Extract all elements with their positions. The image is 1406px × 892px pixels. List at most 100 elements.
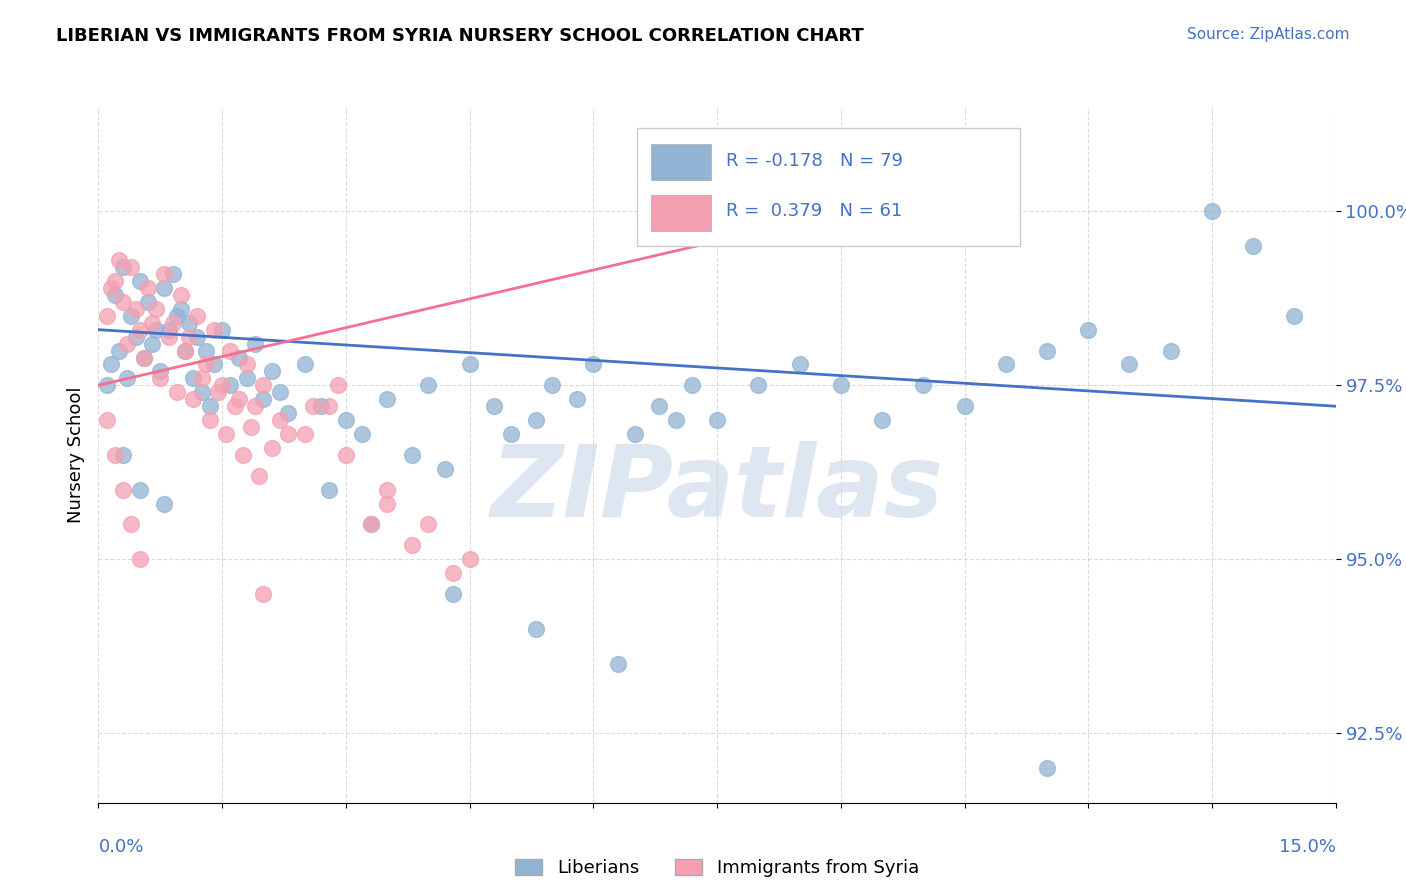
Point — [418, 378, 440, 392]
Point — [401, 538, 423, 552]
Point — [1077, 323, 1099, 337]
Point — [202, 323, 225, 337]
Point — [219, 343, 242, 358]
Point — [112, 260, 135, 274]
Text: R =  0.379   N = 61: R = 0.379 N = 61 — [725, 202, 903, 220]
Point — [269, 385, 291, 400]
Point — [375, 497, 398, 511]
Point — [360, 517, 382, 532]
Point — [1118, 358, 1140, 372]
Point — [145, 323, 167, 337]
Point — [128, 552, 150, 566]
Point — [375, 392, 398, 407]
Point — [484, 399, 506, 413]
Point — [1241, 239, 1264, 253]
Point — [582, 358, 605, 372]
Point — [190, 371, 212, 385]
Point — [120, 309, 142, 323]
Point — [132, 351, 155, 365]
Point — [136, 281, 159, 295]
Point — [194, 358, 217, 372]
Point — [623, 427, 645, 442]
Point — [260, 441, 283, 455]
Point — [318, 399, 340, 413]
Point — [607, 657, 630, 671]
Point — [433, 462, 456, 476]
Point — [174, 343, 197, 358]
Point — [458, 358, 481, 372]
Point — [202, 358, 225, 372]
Point — [277, 427, 299, 442]
Point — [136, 294, 159, 309]
Point — [96, 309, 118, 323]
Point — [1036, 761, 1059, 775]
Point — [243, 336, 266, 351]
Point — [124, 329, 146, 343]
Point — [260, 364, 283, 378]
Text: ZIPatlas: ZIPatlas — [491, 442, 943, 538]
Point — [953, 399, 976, 413]
Point — [1201, 204, 1223, 219]
Point — [108, 253, 131, 268]
Point — [104, 288, 127, 302]
Point — [648, 399, 671, 413]
Point — [352, 427, 374, 442]
Point — [912, 378, 935, 392]
Point — [665, 413, 688, 427]
Point — [458, 552, 481, 566]
Point — [294, 358, 316, 372]
Text: R = -0.178   N = 79: R = -0.178 N = 79 — [725, 153, 903, 170]
Point — [149, 371, 172, 385]
Point — [228, 351, 250, 365]
Point — [166, 385, 188, 400]
Point — [104, 274, 127, 288]
Point — [132, 351, 155, 365]
Point — [240, 420, 263, 434]
Point — [277, 406, 299, 420]
Point — [360, 517, 382, 532]
Point — [128, 483, 150, 497]
Point — [112, 483, 135, 497]
Point — [190, 385, 212, 400]
Point — [124, 301, 146, 316]
Point — [145, 301, 167, 316]
Point — [153, 267, 176, 281]
Point — [170, 288, 193, 302]
Point — [524, 413, 547, 427]
Point — [243, 399, 266, 413]
Point — [252, 587, 274, 601]
Point — [219, 378, 242, 392]
Point — [375, 483, 398, 497]
Point — [120, 260, 142, 274]
Point — [335, 413, 357, 427]
Point — [179, 329, 201, 343]
Point — [335, 448, 357, 462]
Point — [524, 622, 547, 636]
Point — [228, 392, 250, 407]
Point — [247, 468, 270, 483]
Legend: Liberians, Immigrants from Syria: Liberians, Immigrants from Syria — [508, 852, 927, 884]
Text: 15.0%: 15.0% — [1278, 838, 1336, 856]
FancyBboxPatch shape — [637, 128, 1021, 246]
Point — [232, 448, 254, 462]
Point — [198, 399, 221, 413]
Point — [252, 378, 274, 392]
Point — [162, 316, 184, 330]
Point — [236, 358, 259, 372]
Point — [1036, 343, 1059, 358]
Point — [120, 517, 142, 532]
Point — [157, 323, 180, 337]
Point — [1284, 309, 1306, 323]
Point — [326, 378, 349, 392]
Point — [302, 399, 325, 413]
Point — [1160, 343, 1182, 358]
Point — [96, 413, 118, 427]
Point — [117, 371, 139, 385]
Point — [994, 358, 1017, 372]
Point — [128, 323, 150, 337]
Point — [565, 392, 588, 407]
Point — [294, 427, 316, 442]
Point — [441, 587, 464, 601]
Point — [706, 413, 728, 427]
Point — [96, 378, 118, 392]
